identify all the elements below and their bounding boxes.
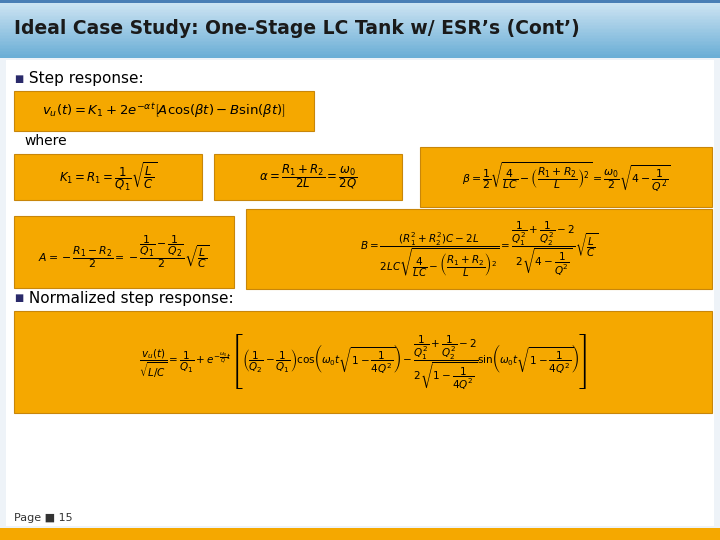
Bar [0, 44, 720, 45]
Bar [0, 2, 720, 3]
Text: $\alpha = \dfrac{R_1+R_2}{2L} = \dfrac{\omega_0}{2Q}$: $\alpha = \dfrac{R_1+R_2}{2L} = \dfrac{\… [258, 163, 357, 191]
Bar [0, 49, 720, 51]
Bar [0, 3, 720, 4]
Bar [0, 28, 720, 29]
Text: Ideal Case Study: One-Stage LC Tank w/ ESR’s (Cont’): Ideal Case Study: One-Stage LC Tank w/ E… [14, 19, 580, 38]
Bar [0, 48, 720, 49]
Bar [0, 10, 720, 11]
FancyBboxPatch shape [14, 311, 712, 413]
Text: $K_1 = R_1 = \dfrac{1}{Q_1}\sqrt{\dfrac{L}{C}}$: $K_1 = R_1 = \dfrac{1}{Q_1}\sqrt{\dfrac{… [59, 160, 157, 193]
Text: Normalized step response:: Normalized step response: [24, 291, 233, 306]
Text: $v_u(t) = K_1 + 2e^{-\alpha t}\left[A\cos(\beta t) - B\sin(\beta t)\right]$: $v_u(t) = K_1 + 2e^{-\alpha t}\left[A\co… [42, 102, 286, 120]
Bar [0, 57, 720, 58]
Bar [0, 26, 720, 28]
Bar [0, 16, 720, 17]
FancyBboxPatch shape [246, 209, 712, 289]
Bar [0, 9, 720, 10]
Bar [0, 33, 720, 35]
Bar [0, 38, 720, 39]
FancyBboxPatch shape [420, 147, 712, 207]
Bar [0, 25, 720, 26]
Bar [0, 7, 720, 9]
Bar [0, 22, 720, 23]
Bar [0, 52, 720, 53]
Bar [0, 46, 720, 48]
FancyBboxPatch shape [14, 154, 202, 200]
Bar [0, 17, 720, 19]
Bar [0, 30, 720, 32]
Bar [0, 6, 720, 7]
FancyBboxPatch shape [14, 91, 314, 131]
Bar [6, 60, 714, 526]
Bar [0, 55, 720, 57]
Bar [0, 4, 720, 6]
Bar [0, 15, 720, 16]
Bar [0, 45, 720, 46]
Text: ■: ■ [14, 293, 23, 303]
Bar [0, 23, 720, 25]
Bar [0, 13, 720, 15]
FancyBboxPatch shape [214, 154, 402, 200]
Bar [0, 53, 720, 55]
Bar [0, 58, 720, 528]
FancyBboxPatch shape [14, 216, 234, 288]
Bar [0, 32, 720, 33]
Text: ■: ■ [14, 74, 23, 84]
Bar [0, 51, 720, 52]
Text: where: where [24, 134, 67, 148]
Text: $\dfrac{v_u(t)}{\sqrt{L/C}} = \dfrac{1}{Q_1} + e^{-\frac{\omega_0}{Q}t}\left[\le: $\dfrac{v_u(t)}{\sqrt{L/C}} = \dfrac{1}{… [139, 333, 588, 392]
Bar [0, 42, 720, 44]
Bar [0, 29, 720, 30]
Text: Step response:: Step response: [24, 71, 143, 86]
Bar [0, 35, 720, 36]
Bar [0, 21, 720, 22]
Text: $B = \dfrac{(R_1^2+R_2^2)C-2L}{2LC\sqrt{\dfrac{4}{LC}-\left(\dfrac{R_1+R_2}{L}\r: $B = \dfrac{(R_1^2+R_2^2)C-2L}{2LC\sqrt{… [360, 219, 598, 279]
Bar [0, 528, 720, 540]
Bar [0, 0, 720, 3]
Bar [0, 11, 720, 13]
Bar [0, 19, 720, 21]
Text: Page ■ 15: Page ■ 15 [14, 513, 73, 523]
Text: $A = -\dfrac{R_1-R_2}{2} = -\dfrac{\dfrac{1}{Q_1}-\dfrac{1}{Q_2}}{2}\sqrt{\dfrac: $A = -\dfrac{R_1-R_2}{2} = -\dfrac{\dfra… [38, 233, 210, 271]
Bar [0, 36, 720, 38]
Text: $\beta = \dfrac{1}{2}\sqrt{\dfrac{4}{LC}-\left(\dfrac{R_1+R_2}{L}\right)^2} = \d: $\beta = \dfrac{1}{2}\sqrt{\dfrac{4}{LC}… [462, 160, 670, 194]
Bar [0, 40, 720, 42]
Bar [0, 39, 720, 40]
Bar [0, 0, 720, 2]
